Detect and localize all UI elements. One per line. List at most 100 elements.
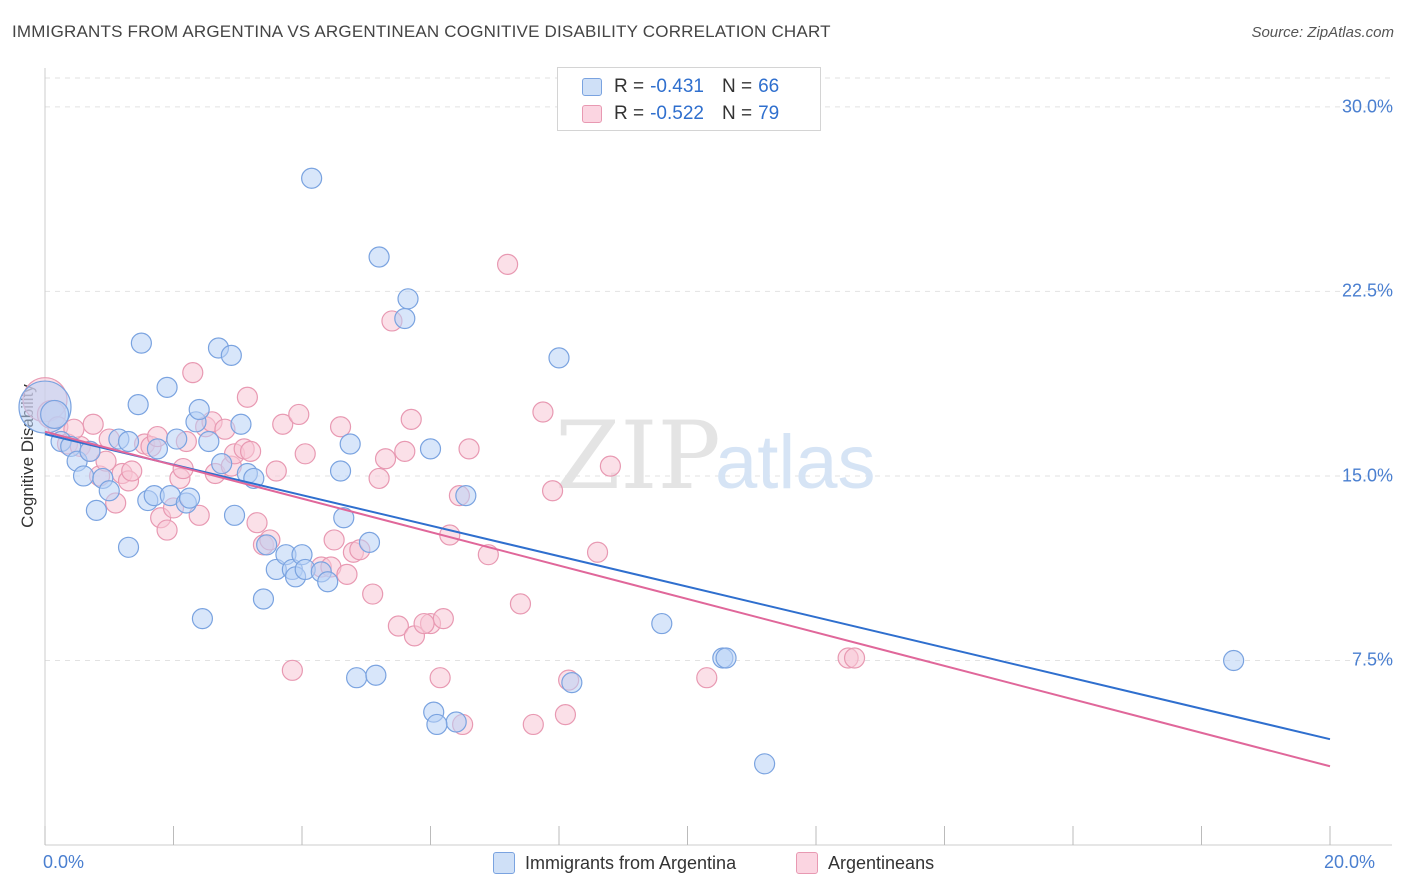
immigrants-point [130, 332, 152, 354]
n-value: 66 [758, 76, 780, 97]
immigrants-point [178, 487, 201, 509]
r-label: R = [614, 103, 645, 124]
n-label: N = [721, 76, 753, 97]
immigrants-point [223, 504, 246, 526]
legend-item-argentineans[interactable]: Argentineans [796, 852, 934, 874]
argentineans-point [843, 647, 866, 669]
argentineans-point [246, 512, 268, 534]
immigrants-point [98, 480, 120, 502]
y-tick-label: 22.5% [1341, 280, 1393, 301]
immigrants-point [1223, 649, 1245, 672]
trend-lines [44, 430, 1331, 768]
immigrants-point [397, 288, 419, 310]
argentineans-point [400, 408, 422, 430]
stats-row-argentineans: R = -0.522 N = 79 [582, 102, 779, 126]
argentineans-trend-line [44, 430, 1331, 768]
x-tick-min: 0.0% [43, 852, 85, 872]
argentineans-point [281, 659, 303, 681]
immigrants-point [339, 433, 361, 455]
immigrants-point [146, 438, 169, 460]
argentineans-point [156, 519, 178, 541]
chart-title: IMMIGRANTS FROM ARGENTINA VS ARGENTINEAN… [12, 22, 831, 41]
immigrants-point [346, 667, 368, 689]
watermark: ZIP atlas [555, 402, 876, 511]
immigrants-point [252, 588, 275, 610]
r-label: R = [614, 76, 645, 97]
immigrants-point [230, 413, 252, 435]
argentineans-point [294, 443, 316, 465]
immigrants-point [117, 430, 140, 453]
stats-row-immigrants: R = -0.431 N = 66 [582, 75, 779, 99]
immigrants-point [256, 534, 278, 556]
argentineans-point [82, 413, 104, 435]
immigrants-point [455, 485, 477, 507]
argentineans-point [522, 713, 544, 736]
immigrants-trend-line [44, 433, 1331, 741]
immigrants-point [188, 398, 210, 421]
argentineans-point [265, 460, 287, 482]
immigrants-point [329, 460, 352, 482]
argentineans-point [288, 403, 310, 426]
argentineans-point [413, 612, 435, 635]
legend-item-immigrants[interactable]: Immigrants from Argentina [493, 852, 736, 874]
immigrants-point [753, 753, 776, 775]
immigrants-point [156, 376, 178, 398]
watermark-zip: ZIP [555, 402, 721, 511]
argentineans-point [362, 583, 384, 605]
watermark-atlas: atlas [715, 420, 876, 505]
stats-box: R = -0.431 N = 66 R = -0.522 N = 79 [557, 67, 821, 131]
argentineans-point [329, 416, 352, 438]
argentineans-point [272, 413, 294, 435]
immigrants-point [301, 167, 323, 189]
y-tick-label: 15.0% [1341, 465, 1393, 486]
immigrants-point [548, 347, 570, 369]
y-tick-label: 30.0% [1341, 96, 1393, 117]
immigrants-point [368, 246, 390, 268]
immigrants-point [127, 394, 149, 416]
argentineans-point [429, 667, 451, 689]
y-tick-label: 7.5% [1351, 649, 1393, 670]
immigrants-point [211, 453, 233, 475]
n-value: 79 [758, 103, 780, 124]
immigrants-point [394, 307, 416, 330]
axes [44, 68, 1392, 846]
argentineans-point [387, 615, 409, 637]
argentineans-point [374, 448, 397, 470]
argentineans-point [121, 460, 143, 482]
argentineans-point [477, 544, 499, 566]
argentineans-point [541, 480, 564, 502]
immigrants-point [40, 399, 70, 430]
argentineans-point [586, 541, 609, 563]
n-label: N = [721, 103, 753, 124]
argentineans-point [188, 504, 210, 526]
argentineans-point [394, 440, 416, 462]
argentineans-point [696, 667, 718, 689]
immigrants-point [85, 499, 108, 521]
r-value: -0.431 [650, 76, 704, 97]
immigrants-points [18, 167, 1245, 775]
legend-label: Immigrants from Argentina [525, 852, 737, 873]
grid-lines [45, 77, 1392, 661]
immigrants-point [445, 711, 467, 733]
immigrants-point [715, 647, 737, 669]
immigrants-point [651, 612, 673, 635]
source-label: Source: ZipAtlas.com [1251, 24, 1394, 41]
immigrants-point [358, 531, 381, 553]
legend-label: Argentineans [828, 852, 935, 873]
immigrants-point [117, 536, 140, 558]
x-tick-max: 20.0% [1324, 852, 1376, 872]
immigrants-point [220, 344, 242, 366]
argentineans-legend-swatch [796, 852, 818, 874]
immigrants-swatch [582, 78, 602, 96]
argentineans-point [509, 593, 532, 615]
argentineans-point [599, 455, 622, 477]
argentineans-point [532, 401, 554, 423]
argentineans-point [240, 440, 262, 462]
argentineans-swatch [582, 105, 602, 123]
argentineans-point [497, 253, 519, 275]
immigrants-point [317, 571, 339, 593]
immigrants-point [198, 430, 220, 453]
argentineans-point [554, 704, 577, 726]
immigrants-point [333, 507, 355, 529]
